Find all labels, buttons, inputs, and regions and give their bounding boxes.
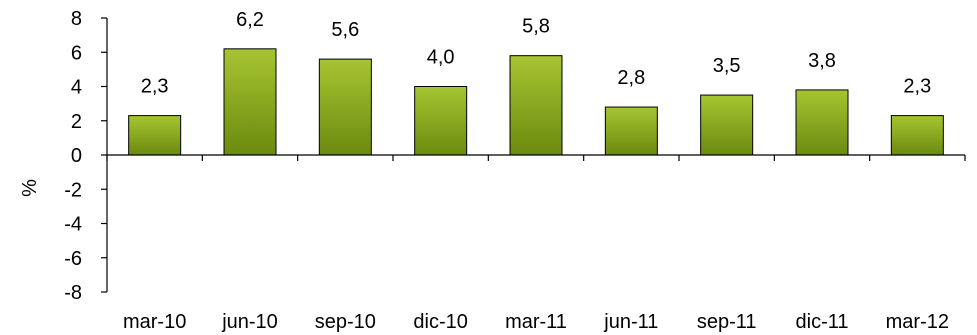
y-tick-label: 6 bbox=[71, 42, 82, 64]
y-tick-label: -6 bbox=[64, 248, 82, 270]
bar bbox=[604, 106, 658, 156]
bar-value-label: 5,8 bbox=[522, 16, 550, 38]
y-axis-title: % bbox=[19, 179, 41, 197]
bar bbox=[128, 115, 182, 156]
x-tick-label: jun-11 bbox=[603, 311, 658, 333]
bar bbox=[890, 115, 944, 156]
x-tick-label: mar-12 bbox=[886, 311, 949, 333]
bar bbox=[414, 86, 468, 156]
bar-value-label: 2,3 bbox=[903, 76, 931, 98]
y-tick-label: -2 bbox=[64, 179, 82, 201]
bar-value-label: 3,5 bbox=[713, 55, 741, 77]
y-tick-label: 0 bbox=[71, 145, 82, 167]
x-tick-label: jun-10 bbox=[221, 311, 278, 333]
x-tick-label: sep-11 bbox=[697, 311, 757, 333]
bar-value-label: 3,8 bbox=[808, 50, 836, 72]
x-axis: mar-10 jun-10 sep-10 dic-10 mar-11 jun-11 sep-… bbox=[106, 154, 966, 333]
bars: 2,3 6,2 5,6 4,0 5,8 2,8 3,5 3,8 2,3 bbox=[128, 9, 944, 156]
x-tick-label: mar-10 bbox=[123, 311, 186, 333]
bar-value-label: 5,6 bbox=[331, 19, 359, 41]
x-tick-label: mar-11 bbox=[505, 311, 567, 333]
y-tick-label: 2 bbox=[71, 111, 82, 133]
bar-value-label: 6,2 bbox=[236, 9, 264, 31]
bar bbox=[509, 55, 563, 156]
bar bbox=[318, 58, 372, 156]
x-tick-label: dic-10 bbox=[413, 311, 467, 333]
y-tick-label: 4 bbox=[71, 77, 82, 99]
y-tick-label: -4 bbox=[64, 214, 82, 236]
bar bbox=[795, 89, 849, 156]
y-tick-label: -8 bbox=[64, 282, 82, 304]
bar-value-label: 2,3 bbox=[141, 76, 169, 98]
y-tick-label: 8 bbox=[71, 8, 82, 30]
bar bbox=[223, 48, 277, 156]
y-axis: 8 6 4 2 0 -2 -4 -6 -8 bbox=[64, 8, 108, 304]
bar bbox=[700, 94, 754, 156]
x-tick-label: sep-10 bbox=[315, 311, 376, 333]
bar-value-label: 4,0 bbox=[427, 47, 455, 69]
x-tick-label: dic-11 bbox=[796, 311, 849, 333]
bar-value-label: 2,8 bbox=[617, 67, 645, 89]
